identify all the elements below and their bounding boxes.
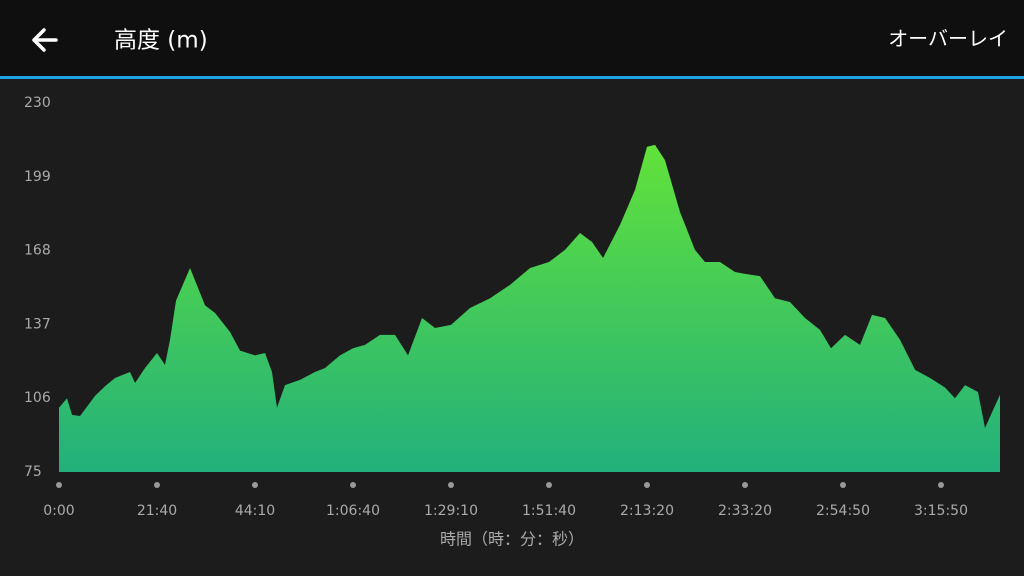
x-tick-label: 3:15:50 [914,503,968,519]
y-tick-label: 168 [24,243,51,259]
y-tick-label: 230 [24,95,51,111]
x-tick-label: 1:29:10 [424,503,478,519]
x-axis-label: 時間（時：分：秒） [440,530,584,549]
x-tick-label: 1:06:40 [326,503,380,519]
x-tick-dot [448,482,454,488]
x-tick-dot [840,482,846,488]
x-tick-label: 2:54:50 [816,503,870,519]
y-tick-label: 106 [24,390,51,406]
x-tick-dot [546,482,552,488]
x-tick-label: 2:13:20 [620,503,674,519]
overlay-button[interactable]: オーバーレイ [888,27,1008,51]
x-tick-label: 0:00 [43,503,74,519]
x-tick-dot [56,482,62,488]
x-tick-dot [154,482,160,488]
x-tick-dot [742,482,748,488]
x-tick-label: 44:10 [235,503,275,519]
y-tick-label: 199 [24,169,51,185]
x-tick-label: 1:51:40 [522,503,576,519]
back-button[interactable] [32,28,58,52]
x-tick-dot [350,482,356,488]
x-tick-dot [938,482,944,488]
x-tick-label: 21:40 [137,503,177,519]
y-tick-label: 75 [24,464,42,480]
app-bar-divider [0,76,1024,79]
page-title: 高度 (m) [114,28,208,54]
elevation-area [59,144,1000,472]
app-bar [0,0,1024,77]
x-tick-dot [252,482,258,488]
x-tick-label: 2:33:20 [718,503,772,519]
x-tick-dot [644,482,650,488]
y-tick-label: 137 [24,316,51,332]
